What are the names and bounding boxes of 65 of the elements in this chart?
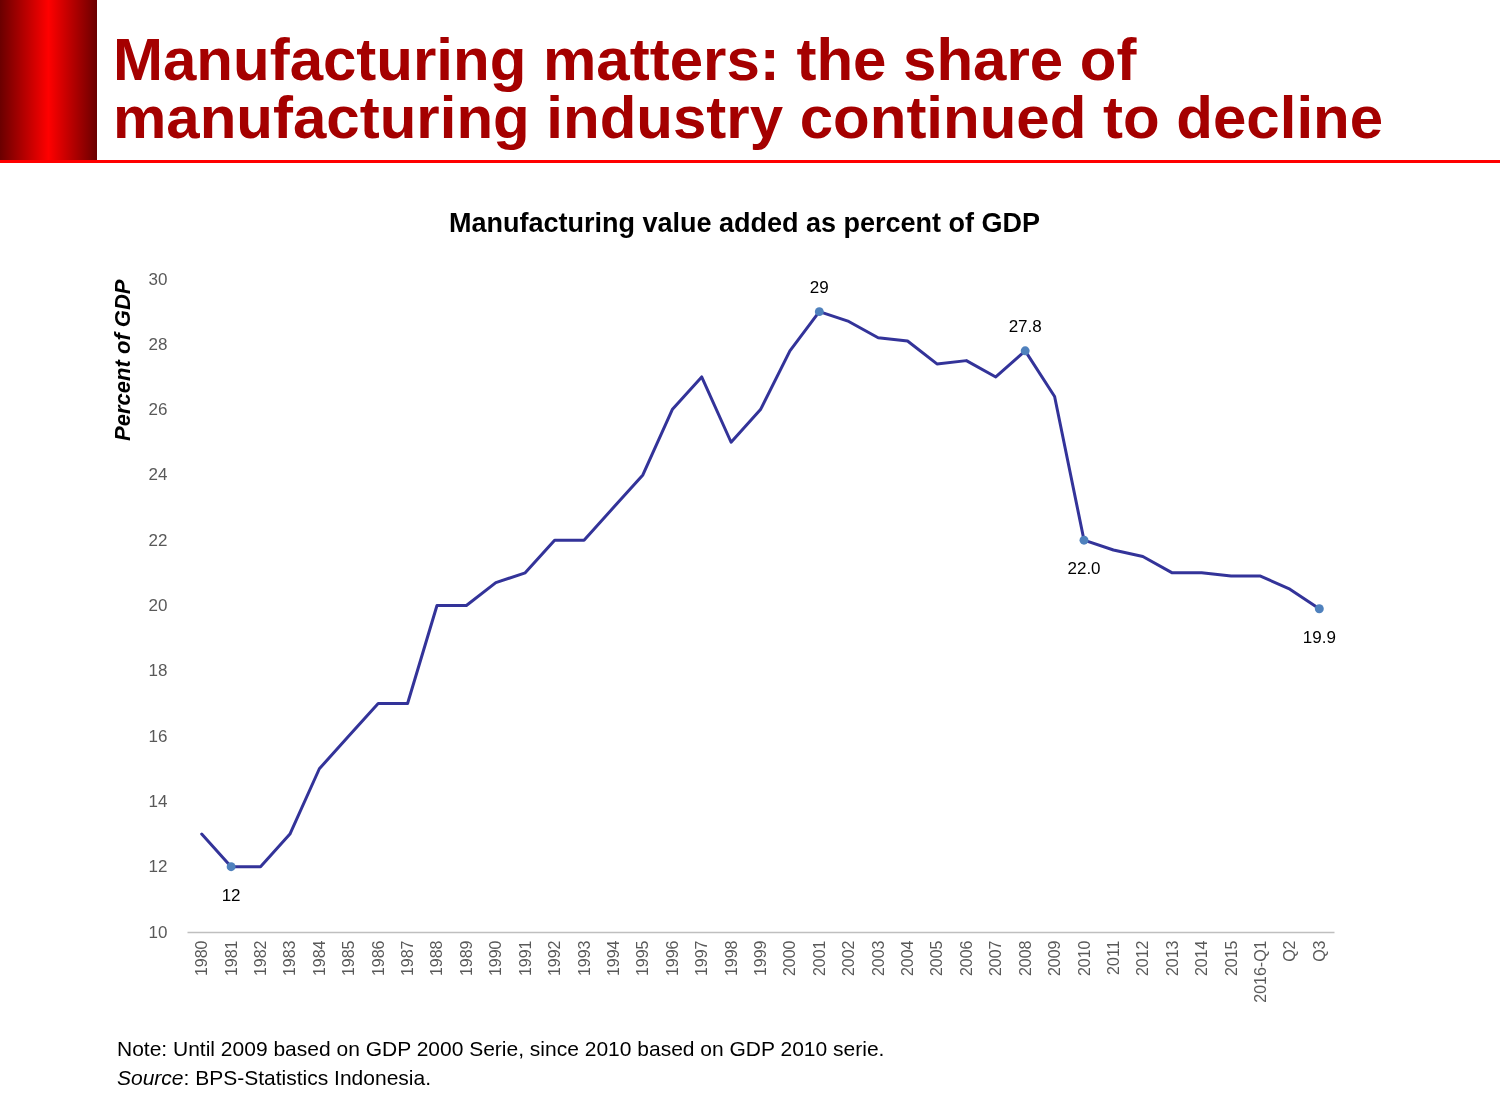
x-tick-label: 2002 <box>840 940 858 977</box>
x-tick-label: 2003 <box>869 940 887 977</box>
x-tick-label: 1986 <box>369 940 387 977</box>
x-tick-label: 1982 <box>252 940 270 977</box>
y-tick-label: 30 <box>148 269 168 289</box>
x-tick-label: 1998 <box>722 940 740 977</box>
x-tick-label: 2015 <box>1222 940 1240 977</box>
y-tick-label: 18 <box>148 661 168 681</box>
x-tick-label: 2013 <box>1163 940 1181 977</box>
source-note: Source: BPS-Statistics Indonesia. <box>117 1066 431 1089</box>
x-tick-label: 2005 <box>928 940 946 977</box>
data-label: 29 <box>809 277 829 297</box>
y-tick-label: 22 <box>148 530 168 550</box>
x-tick-label: 1988 <box>428 940 446 977</box>
y-tick-label: 26 <box>148 400 168 420</box>
chart-subtitle: Manufacturing value added as percent of GDP <box>448 208 1041 238</box>
text: Note: Until 2009 based on GDP 2000 Serie, since 2010 based on GDP 2010 serie. <box>117 1036 885 1062</box>
x-tick-label: 2000 <box>781 940 799 977</box>
x-tick-label: 1995 <box>634 940 652 977</box>
x-tick-label: 1990 <box>487 940 505 977</box>
x-tick-label: Q3 <box>1310 940 1328 962</box>
x-tick-label: 2001 <box>810 940 828 977</box>
x-tick-label: 1997 <box>693 940 711 977</box>
x-tick-label: 2011 <box>1104 940 1122 975</box>
x-tick-label: 1981 <box>222 940 240 977</box>
x-tick-label: 2006 <box>957 940 975 977</box>
x-tick-label: 2007 <box>987 940 1005 977</box>
x-tick-label: 2014 <box>1193 940 1211 977</box>
x-tick-label: 1994 <box>604 940 622 977</box>
y-tick-label: 16 <box>148 726 168 746</box>
x-tick-label: 2004 <box>899 940 917 977</box>
point <box>1079 535 1089 545</box>
data-label: 19.9 <box>1302 627 1336 647</box>
point <box>1020 346 1030 356</box>
x-tick-label: 2012 <box>1134 940 1152 977</box>
y-axis-title: Percent of GDP <box>109 279 135 441</box>
y-tick-label: 12 <box>148 857 168 877</box>
point <box>1314 604 1324 614</box>
data-label: 22.0 <box>1067 559 1101 579</box>
x-tick-label: 1984 <box>310 940 328 977</box>
y-tick-label: 24 <box>148 465 168 485</box>
x-tick-label: 2009 <box>1046 940 1064 977</box>
x-tick-label: 1991 <box>516 940 534 977</box>
x-tick-label: 1992 <box>546 940 564 977</box>
x-tick-label: 2016-Q1 <box>1251 940 1269 1003</box>
data-label: 27.8 <box>1008 316 1042 336</box>
x-tick-label: 1993 <box>575 940 593 977</box>
point <box>226 862 236 872</box>
y-tick-label: 28 <box>148 334 168 354</box>
data-label: 12 <box>221 885 241 905</box>
x-tick-label: 1983 <box>281 940 299 977</box>
x-tick-label: 1989 <box>457 940 475 977</box>
chart-title: Manufacturing matters: the share of manufacturing industry continued to decline <box>113 26 1385 151</box>
y-tick-label: 20 <box>148 596 168 615</box>
x-tick-label: Q2 <box>1281 940 1299 962</box>
x-tick-label: 1996 <box>663 940 681 977</box>
x-tick-label: 2008 <box>1016 940 1034 977</box>
x-tick-label: 1985 <box>340 940 358 977</box>
y-tick-label: 14 <box>148 791 168 811</box>
point <box>814 307 824 317</box>
x-tick-label: 1999 <box>752 940 769 977</box>
y-tick-label: 10 <box>148 922 168 942</box>
x-tick-label: 1980 <box>193 940 211 977</box>
x-tick-label: 2010 <box>1075 940 1093 977</box>
x-tick-label: 1987 <box>399 940 417 977</box>
